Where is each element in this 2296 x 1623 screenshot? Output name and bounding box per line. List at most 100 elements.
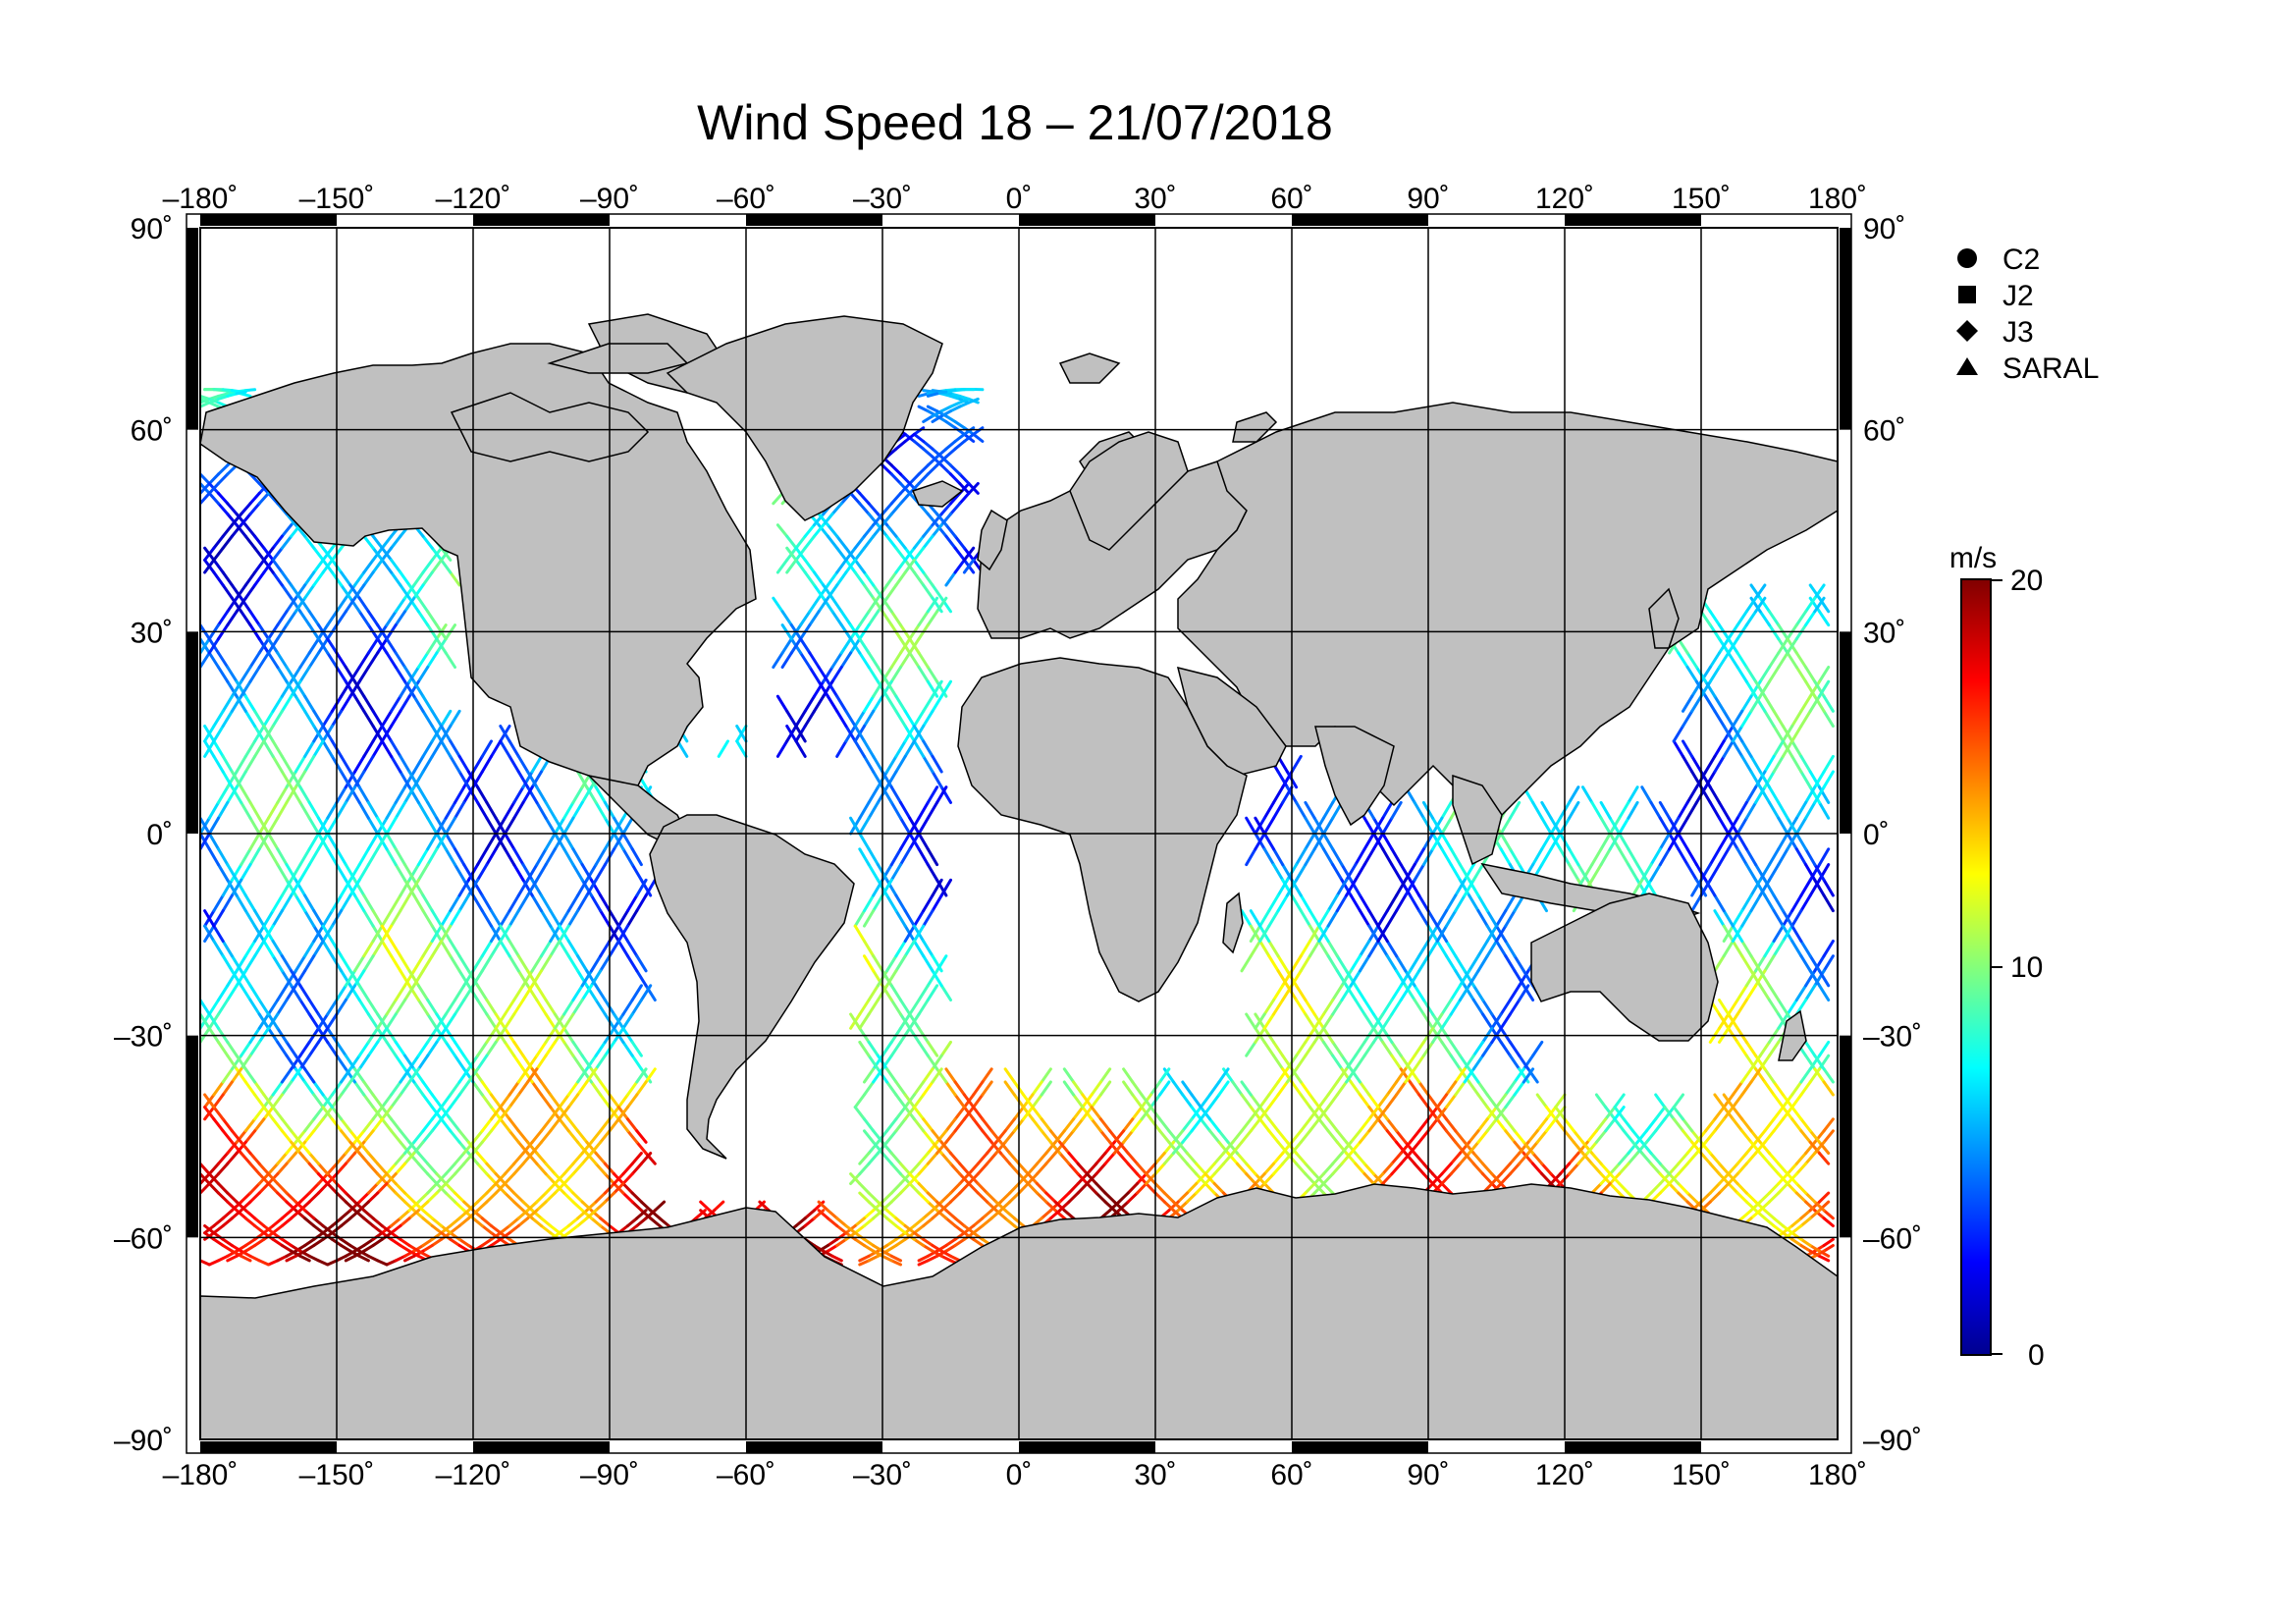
track-segment bbox=[298, 1140, 311, 1155]
track-segment bbox=[1381, 816, 1394, 836]
track-segment bbox=[321, 1093, 334, 1109]
track-segment bbox=[1445, 1129, 1458, 1144]
track-segment bbox=[590, 969, 603, 988]
track-segment bbox=[735, 739, 748, 758]
track-segment bbox=[449, 940, 461, 958]
track-segment bbox=[444, 1012, 456, 1030]
track-segment bbox=[1668, 816, 1681, 836]
track-segment bbox=[849, 816, 862, 836]
track-segment bbox=[1195, 1182, 1207, 1195]
track-segment bbox=[903, 546, 916, 562]
track-segment bbox=[1808, 878, 1821, 897]
track-segment bbox=[276, 1254, 289, 1263]
track-segment bbox=[1727, 637, 1739, 655]
track-segment bbox=[1513, 954, 1525, 973]
track-segment bbox=[912, 1224, 926, 1235]
track-segment bbox=[917, 666, 930, 683]
track-segment bbox=[1649, 847, 1662, 867]
track-segment bbox=[444, 651, 456, 669]
track-segment bbox=[499, 739, 511, 758]
track-segment bbox=[1295, 1162, 1308, 1176]
track-segment bbox=[553, 832, 566, 851]
track-segment bbox=[931, 878, 943, 897]
track-segment bbox=[813, 570, 826, 587]
track-segment bbox=[1036, 1182, 1048, 1195]
track-segment bbox=[1331, 999, 1344, 1016]
track-segment bbox=[240, 1191, 252, 1204]
track-segment bbox=[1481, 1012, 1494, 1030]
track-segment bbox=[894, 1093, 907, 1109]
track-segment bbox=[958, 491, 971, 506]
track-segment bbox=[553, 1012, 566, 1030]
track-segment bbox=[853, 546, 866, 562]
track-segment bbox=[1262, 832, 1275, 851]
track-segment bbox=[480, 1117, 493, 1133]
track-segment bbox=[471, 954, 484, 973]
track-segment bbox=[200, 472, 211, 485]
track-segment bbox=[1777, 816, 1789, 836]
lon-tick-label-bottom: –180˚ bbox=[163, 1459, 239, 1491]
track-segment bbox=[390, 694, 402, 713]
track-segment bbox=[853, 1231, 866, 1241]
track-segment bbox=[953, 432, 966, 443]
track-segment bbox=[1535, 1093, 1548, 1109]
track-segment bbox=[403, 1191, 416, 1204]
track-segment bbox=[394, 596, 406, 614]
track-segment bbox=[1267, 893, 1280, 913]
track-segment bbox=[803, 558, 816, 574]
track-segment bbox=[243, 1067, 257, 1084]
track-segment bbox=[566, 1093, 580, 1109]
track-segment bbox=[298, 863, 311, 882]
track-segment bbox=[590, 1217, 603, 1227]
track-segment bbox=[813, 583, 826, 600]
track-segment bbox=[390, 1080, 402, 1097]
map-border-bars bbox=[186, 213, 1852, 1454]
track-segment bbox=[1062, 1067, 1076, 1084]
track-segment bbox=[1786, 999, 1798, 1016]
track-segment bbox=[1076, 1172, 1089, 1185]
track-segment bbox=[899, 491, 912, 506]
track-segment bbox=[1095, 1152, 1107, 1165]
track-segment bbox=[312, 558, 325, 574]
track-segment bbox=[1799, 694, 1812, 713]
track-segment bbox=[516, 770, 530, 789]
track-segment bbox=[1195, 1172, 1207, 1185]
track-segment bbox=[366, 610, 380, 627]
track-segment bbox=[312, 570, 325, 587]
lon-tick-label-bottom: 30˚ bbox=[1134, 1459, 1176, 1491]
track-segment bbox=[872, 1129, 884, 1144]
track-segment bbox=[858, 1191, 871, 1204]
track-segment bbox=[858, 491, 871, 506]
track-segment bbox=[1822, 1129, 1835, 1144]
track-segment bbox=[457, 893, 470, 913]
track-segment bbox=[889, 785, 902, 804]
track-segment bbox=[953, 426, 966, 436]
track-segment bbox=[412, 893, 425, 913]
track-segment bbox=[1245, 1012, 1257, 1030]
track-segment bbox=[200, 401, 211, 408]
track-segment bbox=[899, 800, 912, 820]
track-segment bbox=[630, 1040, 643, 1057]
track-segment bbox=[540, 1129, 553, 1144]
track-segment bbox=[516, 754, 530, 774]
track-segment bbox=[1476, 893, 1489, 913]
track-segment bbox=[357, 785, 370, 804]
track-segment bbox=[471, 893, 484, 913]
track-segment bbox=[394, 610, 406, 627]
track-segment bbox=[1290, 1140, 1303, 1155]
track-segment bbox=[558, 1224, 570, 1235]
track-segment bbox=[1799, 1237, 1812, 1247]
track-segment bbox=[1713, 954, 1726, 973]
track-segment bbox=[480, 954, 493, 973]
track-segment bbox=[1804, 1054, 1817, 1071]
track-segment bbox=[608, 1117, 620, 1133]
track-segment bbox=[512, 1162, 525, 1176]
track-segment bbox=[1818, 679, 1831, 698]
border-bar-bottom bbox=[473, 1441, 610, 1453]
track-segment bbox=[1568, 1152, 1580, 1165]
track-segment bbox=[1685, 651, 1698, 669]
track-segment bbox=[357, 596, 370, 614]
track-segment bbox=[253, 1224, 266, 1235]
track-segment bbox=[243, 570, 257, 587]
track-segment bbox=[476, 999, 489, 1016]
